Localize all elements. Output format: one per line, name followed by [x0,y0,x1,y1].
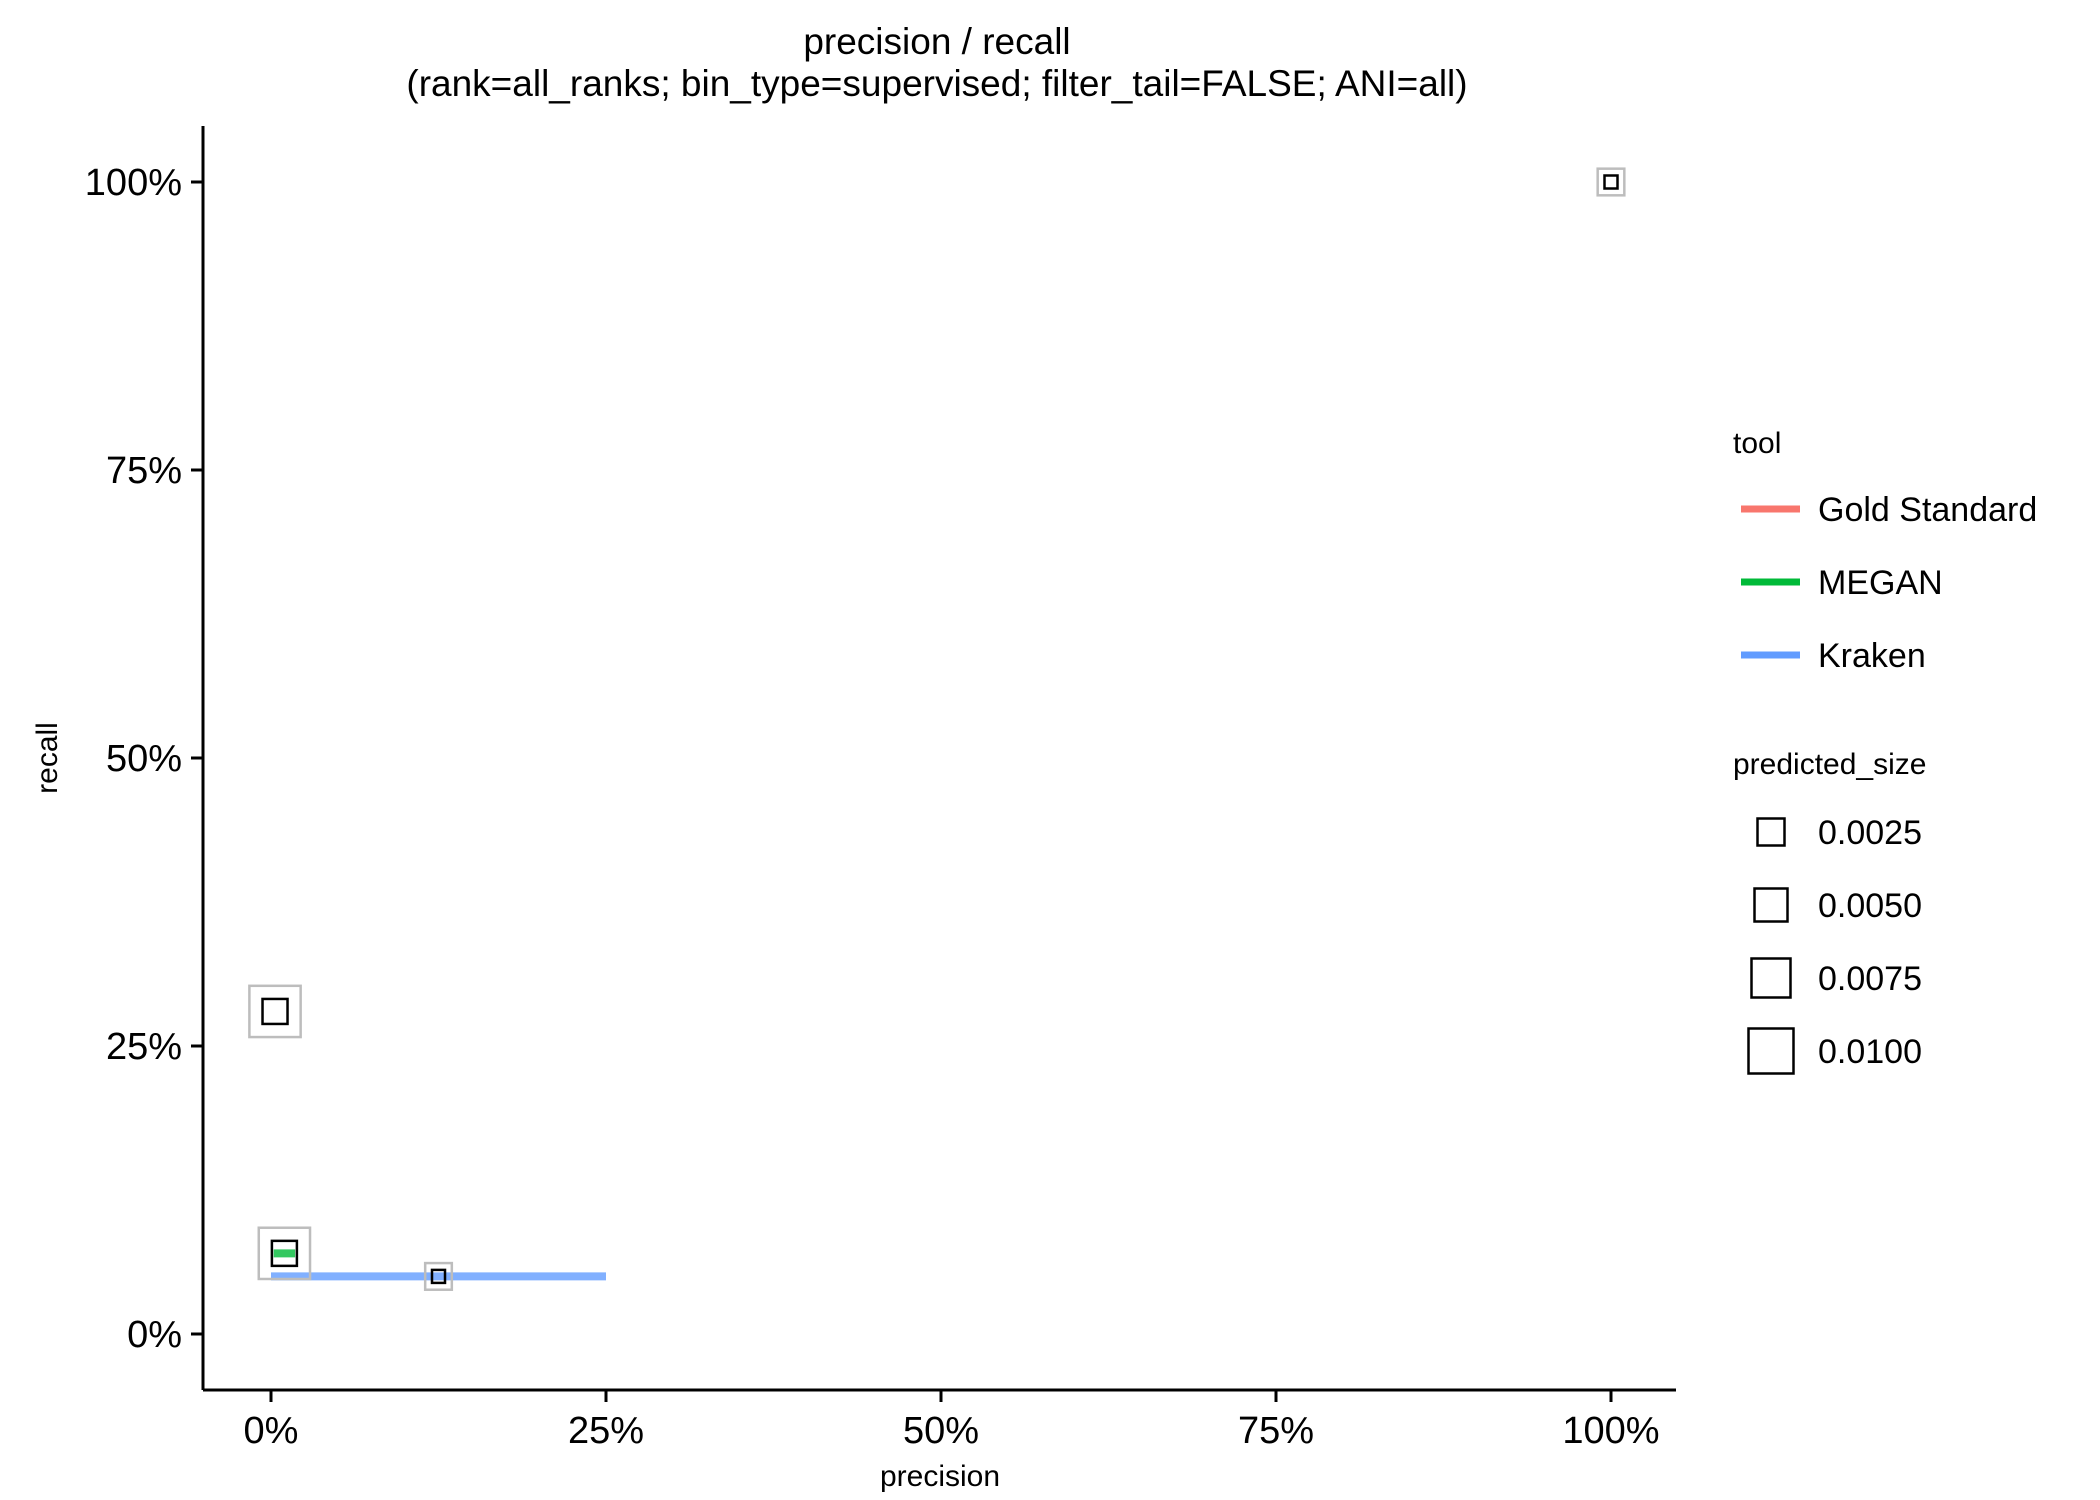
legend-size-label: 0.0075 [1818,960,1922,998]
point-gold-standard [1603,174,1619,190]
legend-size-key [1756,817,1786,847]
legend-size-label: 0.0025 [1818,814,1922,852]
range-lines [271,1249,606,1281]
x-axis-ticks: 0% 25% 50% 75% 100% [244,1390,1660,1452]
legend-size-label: 0.0050 [1818,887,1922,925]
point-halo-kraken [248,984,302,1039]
point-halo-kraken [423,1261,454,1291]
y-tick-label: 100% [85,162,182,204]
legend-size-key [1747,1027,1795,1075]
x-axis-title: precision [880,1460,1000,1493]
point-kraken [261,997,289,1026]
legend-size-key [1753,887,1789,923]
x-tick-label: 75% [1238,1410,1314,1452]
legend-label-gold-standard: Gold Standard [1818,491,2037,529]
point-megan [270,1239,299,1268]
legend-label-megan: MEGAN [1818,564,1943,602]
y-tick-label: 50% [106,738,182,780]
x-tick-label: 100% [1562,1410,1659,1452]
y-tick-label: 0% [127,1314,182,1356]
point-halo-gold-standard [1596,167,1626,197]
legend-label-kraken: Kraken [1818,637,1926,675]
y-tick-label: 75% [106,450,182,492]
y-axis-title: recall [31,722,64,794]
point-halo-megan [257,1226,312,1281]
y-tick-label: 25% [106,1026,182,1068]
chart-subtitle: (rank=all_ranks; bin_type=supervised; fi… [406,63,1467,104]
x-tick-label: 25% [568,1410,644,1452]
legend-size-title: predicted_size [1733,748,1926,781]
legend-color-items: Gold Standard MEGAN Kraken [1741,491,2037,675]
point-kraken [430,1268,447,1285]
chart-title: precision / recall [803,21,1070,62]
x-tick-label: 0% [244,1410,299,1452]
plot-area [248,167,1626,1291]
data-points [248,167,1626,1291]
y-axis-ticks: 0% 25% 50% 75% 100% [85,162,203,1356]
legend-size-items: 0.0025 0.0050 0.0075 0.0100 [1747,814,1922,1075]
legend-size-key [1750,957,1792,999]
legend-color-title: tool [1733,427,1781,460]
legend: tool Gold Standard MEGAN Kraken predicted_… [1733,427,2037,1075]
x-tick-label: 50% [903,1410,979,1452]
legend-size-label: 0.0100 [1818,1033,1922,1071]
